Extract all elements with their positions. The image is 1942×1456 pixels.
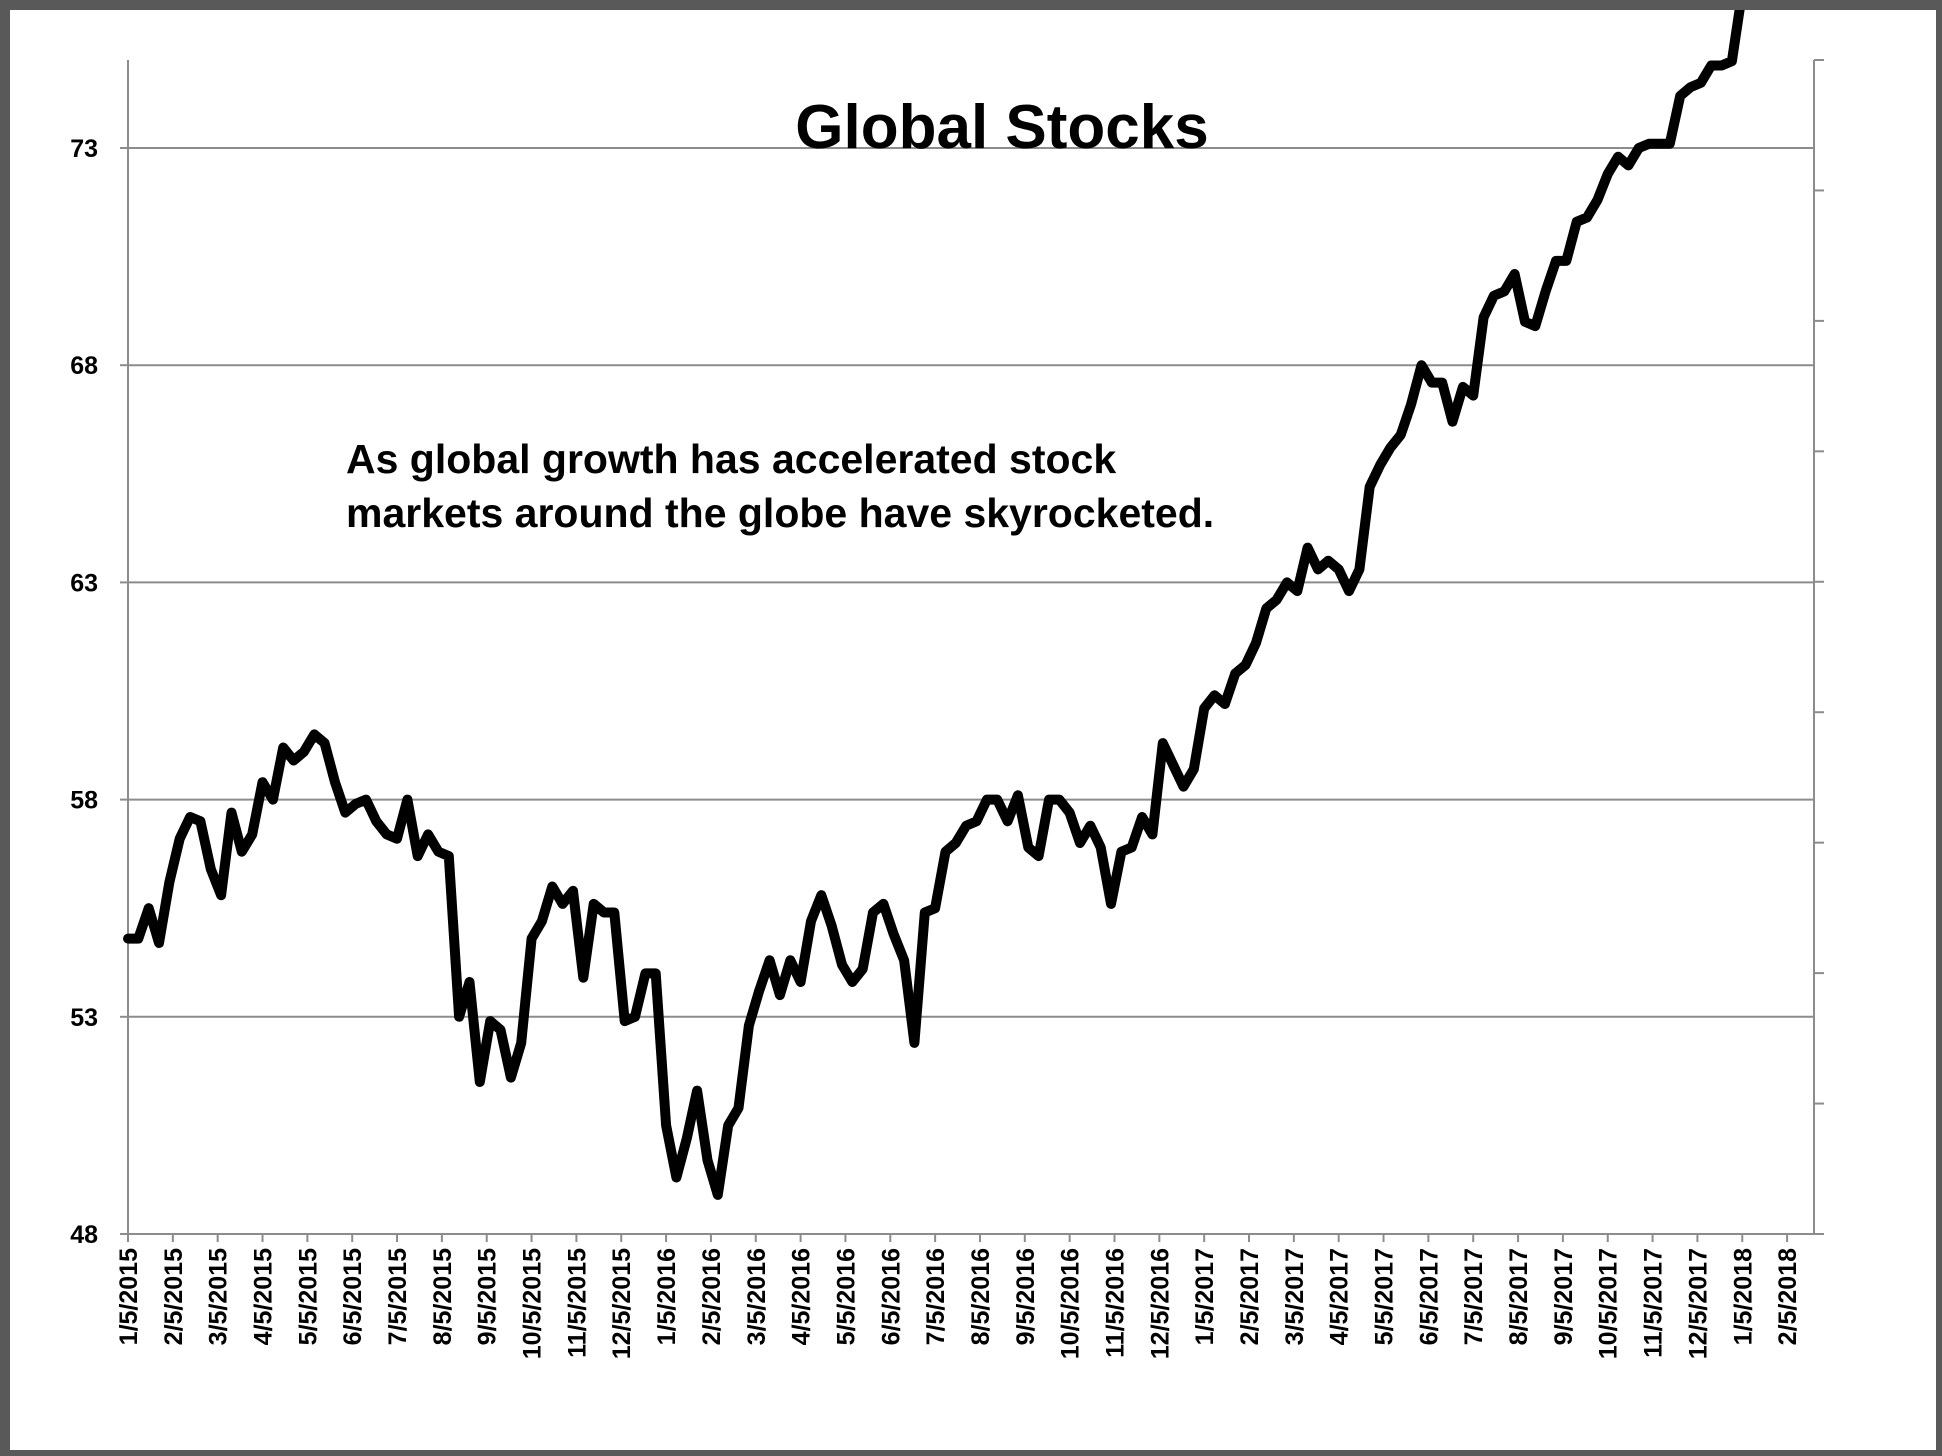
annotation-line-2: markets around the globe have skyrockete… — [346, 490, 1214, 536]
x-tick-label: 11/5/2015 — [563, 1248, 591, 1358]
x-tick-label: 8/5/2015 — [429, 1248, 457, 1345]
x-tick-label: 1/5/2018 — [1729, 1248, 1757, 1345]
y-tick-label: 58 — [70, 787, 98, 815]
y-tick-label: 53 — [70, 1004, 98, 1032]
x-tick-label: 8/5/2016 — [967, 1248, 995, 1345]
x-tick-label: 12/5/2016 — [1146, 1248, 1174, 1359]
x-tick-label: 2/5/2017 — [1236, 1248, 1264, 1345]
x-tick-label: 5/5/2015 — [294, 1248, 322, 1345]
axes — [127, 60, 1815, 1235]
x-tick-label: 3/5/2015 — [205, 1248, 233, 1345]
x-tick-label: 4/5/2015 — [250, 1248, 278, 1345]
x-axis-ticks: 1/5/2015 2/5/2015 3/5/2015 4/5/2015 5/5/2015… — [115, 1234, 1802, 1359]
x-tick-label: 12/5/2017 — [1684, 1248, 1712, 1359]
x-tick-label: 7/5/2015 — [384, 1248, 412, 1345]
y-tick-label: 63 — [70, 569, 98, 597]
x-tick-label: 4/5/2017 — [1326, 1248, 1354, 1345]
y-tick-label: 48 — [70, 1221, 98, 1249]
right-axis-ticks — [1814, 59, 1824, 1235]
x-tick-label: 11/5/2016 — [1101, 1248, 1129, 1358]
x-tick-label: 1/5/2017 — [1191, 1248, 1219, 1345]
x-tick-label: 10/5/2016 — [1057, 1248, 1085, 1359]
x-tick-label: 9/5/2017 — [1550, 1248, 1578, 1345]
y-axis-ticks: 48 53 58 63 68 73 — [70, 135, 128, 1249]
x-tick-label: 1/5/2015 — [115, 1248, 143, 1345]
chart-title: Global Stocks — [795, 93, 1208, 162]
x-tick-label: 1/5/2016 — [653, 1248, 681, 1345]
x-tick-label: 10/5/2017 — [1595, 1248, 1623, 1359]
x-tick-label: 2/5/2015 — [160, 1248, 188, 1345]
x-tick-label: 5/5/2016 — [832, 1248, 860, 1345]
y-tick-label: 73 — [70, 135, 98, 163]
x-tick-label: 9/5/2016 — [1012, 1248, 1040, 1345]
x-tick-label: 2/5/2018 — [1774, 1248, 1802, 1345]
x-tick-label: 3/5/2016 — [743, 1248, 771, 1345]
x-tick-label: 10/5/2015 — [519, 1248, 547, 1359]
x-tick-label: 6/5/2017 — [1415, 1248, 1443, 1345]
chart-frame: 48 53 58 63 68 73 1/5/2015 2/5/2015 3/5/2015 4/5… — [10, 10, 1936, 1450]
gridlines — [128, 147, 1814, 1018]
x-tick-label: 6/5/2016 — [877, 1248, 905, 1345]
x-tick-label: 9/5/2015 — [474, 1248, 502, 1345]
x-tick-label: 5/5/2017 — [1371, 1248, 1399, 1345]
x-tick-label: 7/5/2017 — [1460, 1248, 1488, 1345]
series-line — [123, 10, 1745, 1200]
annotation-line-1: As global growth has accelerated stock — [346, 436, 1116, 482]
y-tick-label: 68 — [70, 352, 98, 380]
line-chart: 48 53 58 63 68 73 1/5/2015 2/5/2015 3/5/2015 4/5… — [70, 10, 1824, 1359]
x-tick-label: 7/5/2016 — [922, 1248, 950, 1345]
x-tick-label: 11/5/2017 — [1640, 1248, 1668, 1358]
x-tick-label: 12/5/2015 — [608, 1248, 636, 1359]
x-tick-label: 6/5/2015 — [339, 1248, 367, 1345]
x-tick-label: 8/5/2017 — [1505, 1248, 1533, 1345]
x-tick-label: 2/5/2016 — [698, 1248, 726, 1345]
x-tick-label: 3/5/2017 — [1281, 1248, 1309, 1345]
x-tick-label: 4/5/2016 — [788, 1248, 816, 1345]
